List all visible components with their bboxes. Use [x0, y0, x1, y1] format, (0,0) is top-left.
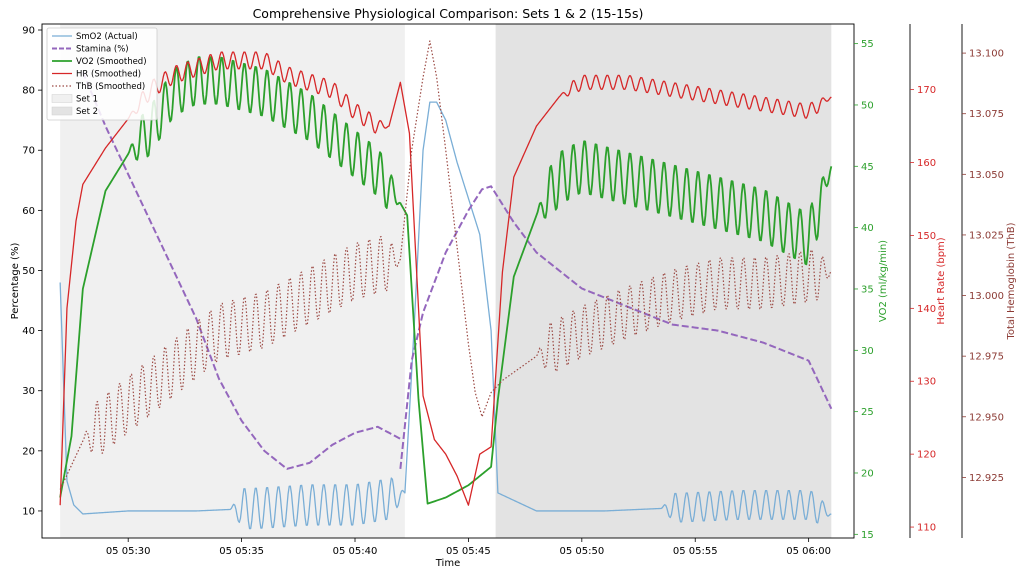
y-tick-label-thb: 12.925	[969, 473, 1004, 484]
y-tick-label-left: 30	[22, 386, 35, 397]
legend-label: SmO2 (Actual)	[76, 32, 138, 42]
y-tick-label-hr: 140	[917, 304, 936, 315]
x-tick-label: 05 05:55	[673, 546, 718, 557]
y-tick-label-vo2: 25	[861, 407, 874, 418]
y-tick-label-thb: 13.025	[969, 230, 1004, 241]
y-tick-label-hr: 110	[917, 523, 936, 534]
y-axis-label-hr: Heart Rate (bpm)	[936, 237, 947, 324]
shaded-regions	[60, 24, 832, 538]
y-tick-label-hr: 130	[917, 377, 936, 388]
legend-swatch	[51, 106, 73, 116]
y-tick-label-left: 10	[22, 506, 35, 517]
x-axis-label: Time	[435, 558, 460, 569]
y-tick-label-thb: 13.100	[969, 49, 1004, 60]
y-tick-label-left: 40	[22, 326, 35, 337]
y-tick-label-vo2: 40	[861, 223, 874, 234]
x-tick-label: 05 05:40	[333, 546, 378, 557]
y-tick-label-vo2: 45	[861, 162, 874, 173]
y-tick-label-hr: 150	[917, 231, 936, 242]
x-tick-label: 05 06:00	[786, 546, 831, 557]
legend-swatch	[51, 94, 73, 103]
legend-label: VO2 (Smoothed)	[76, 57, 147, 67]
y-tick-label-vo2: 30	[861, 346, 874, 357]
y-axis-label-left: Percentage (%)	[10, 243, 21, 320]
y-tick-label-thb: 13.050	[969, 170, 1004, 181]
y-tick-label-thb: 13.075	[969, 109, 1004, 120]
legend: SmO2 (Actual) Stamina (%) VO2 (Smoothed) HR…	[46, 27, 158, 121]
y-tick-label-left: 60	[22, 206, 35, 217]
plot-frame	[41, 23, 855, 539]
y-tick-label-vo2: 20	[861, 468, 874, 479]
y-tick-label-thb: 12.975	[969, 352, 1004, 363]
legend-label: ThB (Smoothed)	[75, 82, 145, 92]
y-tick-label-left: 70	[22, 146, 35, 157]
x-tick-label: 05 05:30	[106, 546, 151, 557]
axes: 05 05:30 05 05:35 05 05:40 05 05:45 05 05:50…	[22, 24, 1004, 557]
x-tick-label: 05 05:45	[446, 546, 491, 557]
y-tick-label-vo2: 50	[861, 100, 874, 111]
x-tick-label: 05 05:35	[219, 546, 264, 557]
legend-label: Stamina (%)	[76, 45, 129, 55]
y-axis-label-vo2: VO2 (ml/kg/min)	[878, 240, 889, 322]
y-tick-label-left: 20	[22, 446, 35, 457]
y-tick-label-vo2: 55	[861, 39, 874, 50]
series-line-stamina-2	[81, 71, 401, 470]
y-tick-label-left: 90	[22, 26, 35, 37]
y-tick-label-hr: 170	[917, 85, 936, 96]
y-tick-label-vo2: 35	[861, 284, 874, 295]
y-tick-label-hr: 160	[917, 158, 936, 169]
y-tick-label-vo2: 15	[861, 530, 874, 541]
y-tick-label-left: 50	[22, 266, 35, 277]
legend-label: Set 2	[76, 107, 98, 117]
shaded-region-set-2	[495, 24, 832, 538]
legend-box	[46, 27, 158, 121]
y-tick-label-hr: 120	[917, 450, 936, 461]
y-axis-label-thb: Total Hemoglobin (ThB)	[1006, 222, 1017, 340]
series-line-smo2-actual-0	[59, 101, 832, 530]
y-tick-label-thb: 12.950	[969, 412, 1004, 423]
y-tick-label-left: 80	[22, 86, 35, 97]
chart-title: Comprehensive Physiological Comparison: …	[253, 6, 644, 21]
y-tick-label-thb: 13.000	[969, 291, 1004, 302]
legend-label: Set 1	[76, 95, 98, 105]
x-tick-label: 05 05:50	[559, 546, 604, 557]
legend-label: HR (Smoothed)	[76, 70, 141, 80]
series-layer	[59, 40, 833, 530]
series-line-hr-smoothed-4	[59, 51, 832, 506]
